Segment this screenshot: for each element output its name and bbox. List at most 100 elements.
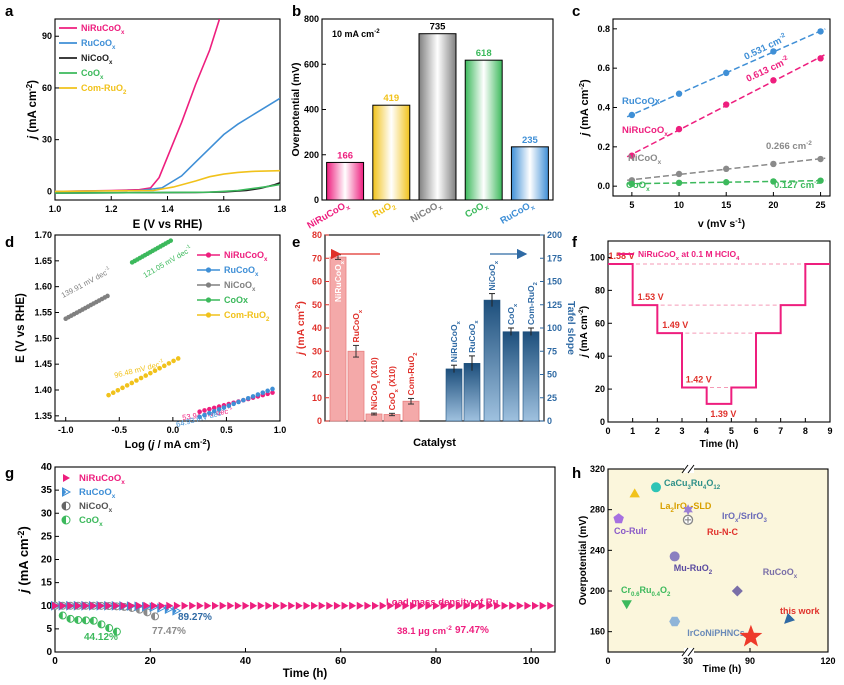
x-tick-label: 6 [753,426,758,436]
series-name-label: NiRuCoOx [622,125,668,138]
y-tick-label: 0.4 [597,103,610,113]
y-tick-label: 0 [47,186,52,196]
data-point-NiRuCoOx [486,601,494,610]
data-point-NiRuCoOx [120,601,128,610]
x-tick-label: 80 [430,656,442,667]
panel-e: 0 10 20 30 40 50 60 70 80 0 25 50 75 100 125 150 175 200 N… [294,230,577,449]
x-tick-label: 10 [674,200,684,210]
data-point-Com-RuO2 [106,392,111,398]
step-voltage-label: 1.58 V [608,251,634,261]
y-axis-label: Overpotential (mV) [290,63,302,157]
point-label: Mu-RuO2 [674,563,713,576]
y-tick-label: 280 [590,505,605,515]
legend-label: RuCoOx [79,487,116,500]
y-axis-label: j (mA cm-2) [25,80,39,141]
legend-label: NiRuCoOx [79,473,125,486]
legend-label: Com-RuO2 [81,83,127,96]
y-tick-label: 20 [312,370,322,380]
marker-Co-RuIr [613,513,624,524]
y-tick-label: 20 [595,384,605,394]
data-point-RuCoOx [245,395,251,401]
y-tick-label: 0.8 [597,24,610,34]
data-point-NiRuCoOx [242,601,250,610]
data-point-NiRuCoOx [455,601,463,610]
data-point-CoOx [82,616,86,624]
y-axis-label: Overpotential (mV) [578,516,589,605]
y-right-axis-label: Tafel slope [565,301,577,355]
data-point-NiRuCoOx [219,601,227,610]
x-tick-label: 1.0 [49,204,62,214]
data-point-RuCoOx [255,392,261,397]
data-point-CoOx [113,628,117,636]
data-point-RuCoOx [207,410,212,416]
bar-value-label: 235 [522,135,539,146]
data-point-Com-RuO2 [124,383,130,388]
data-point-NiRuCoOx [250,601,258,610]
axis-break-mark [681,647,689,657]
point-label: this work [780,606,821,616]
bar-RuCoOx [510,146,549,201]
data-point-NiRuCoOx [227,601,235,610]
data-point-NiRuCoOx [67,601,75,610]
axis-break-mark [687,464,695,474]
data-point-NiRuCoOx [493,601,501,610]
marker-RuCoOx [731,585,743,597]
data-point-NiRuCoOx [196,601,204,610]
data-point-Com-RuO2 [171,358,176,364]
data-point-NiRuCoOx [318,601,326,610]
data-point-RuCoOx [231,401,236,407]
y-tick-label: 20 [41,555,53,566]
legend-label: RuCoOx [81,38,116,51]
bar-value-label: 419 [383,93,399,104]
bar-left-label: RuCoOx [351,309,364,342]
x-tick-label: 1.8 [274,204,287,214]
x-tick-label: 8 [803,426,808,436]
data-point-NiCoOx [105,293,110,299]
data-point-RuCoOx [216,407,222,412]
marker-Cr0.6Ru0.4O2 [621,600,632,610]
y-axis-label: E (V vs RHE) [15,293,27,363]
legend-marker [205,297,212,303]
data-point-NiRuCoOx [356,601,364,610]
x-tick-label: 3 [679,426,684,436]
point-label: Cr0.6Ru0.4O2 [621,585,671,598]
data-point-Com-RuO2 [157,365,162,371]
x-axis-label: Catalyst [413,437,456,449]
plot-frame [607,240,831,423]
y-right-tick-label: 75 [547,346,557,356]
x-tick-label: -1.0 [58,425,74,435]
x-tick-label: 7 [778,426,783,436]
slope-label: 0.266 cm-2 [766,140,812,152]
y-axis-label: j (mA cm-2) [16,526,31,595]
data-point-NiRuCoOx [128,601,136,610]
y-tick-label: 160 [590,627,605,637]
point-label: IrOx/SrIrO3 [722,511,767,524]
data-point-RuCoOx [675,90,683,97]
legend-label: NiCoOx [224,280,256,293]
data-point-RuCoOx [628,111,636,119]
data-point-NiRuCoOx [402,601,410,610]
bar-right-NiRuCoOx [445,368,463,422]
data-point-NiRuCoOx [303,601,311,610]
legend-label: CoOx [81,68,104,81]
x-tick-label: 15 [721,200,731,210]
data-point-NiRuCoOx [478,601,486,610]
data-point-NiRuCoOx [112,601,120,610]
series-name-label: CoOx [626,180,650,193]
retention-label: 44.12% [84,632,118,643]
data-point-CoOx [90,617,94,625]
y-tick-label: 50 [312,300,322,310]
data-point-NiRuCoOx [173,601,181,610]
plot-background [608,469,828,652]
x-tick-label: 20 [145,656,157,667]
data-point-NiRuCoOx [341,601,349,610]
y-right-tick-label: 175 [547,253,562,263]
data-point-CoOx [59,612,63,620]
y-tick-label: 320 [590,464,605,474]
x-tick-label: 90 [745,656,755,666]
y-tick-label: 30 [42,135,52,145]
bar-value-label: 735 [430,22,447,33]
panel-label-g: g [5,465,14,482]
series-line-Com-RuO2 [55,169,280,193]
